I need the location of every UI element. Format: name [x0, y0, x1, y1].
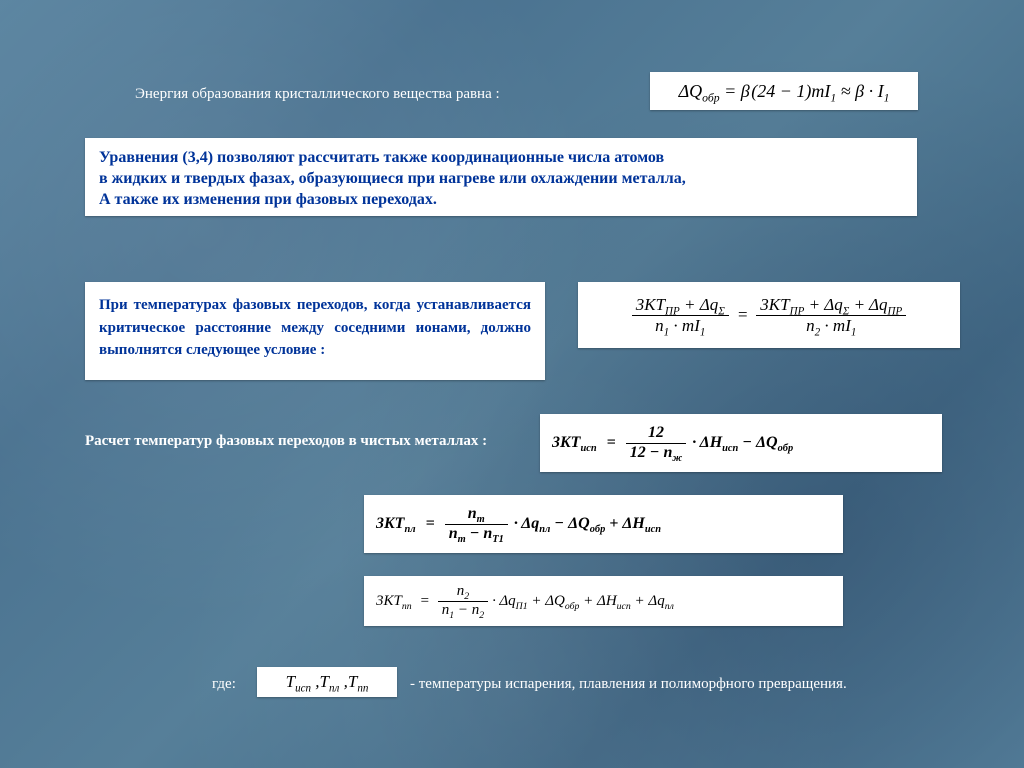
- formula-eq4: 3KTпл = nm nm − nT1 · Δqпл − ΔQобр + ΔHи…: [364, 495, 843, 553]
- where-desc: - температуры испарения, плавления и пол…: [410, 676, 847, 693]
- formula-eq5: 3KTпп = n2 n1 − n2 · ΔqП1 + ΔQобр + ΔHис…: [364, 576, 843, 626]
- box-equations-desc: Уравнения (3,4) позволяют рассчитать так…: [85, 138, 917, 216]
- box1-line2: в жидких и твердых фазах, образующиеся п…: [99, 170, 686, 187]
- eq3-lhs: 3KTисп: [552, 434, 597, 452]
- eq3-eq: =: [607, 434, 616, 452]
- eq5-eq: =: [420, 593, 430, 610]
- where-formula: Tисп ,Tпл ,Tпп: [286, 672, 369, 692]
- eq3-frac: 12 12 − nж: [626, 425, 687, 462]
- eq5-lhs: 3KTпп: [376, 593, 412, 610]
- eq4-rhs: · Δqпл − ΔQобр + ΔHисп: [514, 515, 661, 533]
- box-condition: При температурах фазовых переходов, когд…: [85, 282, 545, 380]
- calc-title: Расчет температур фазовых переходов в чи…: [85, 433, 487, 450]
- eq4-eq: =: [426, 515, 435, 533]
- formula-top: ΔQобр = β (24 − 1)mI1 ≈ β · I1: [650, 72, 918, 110]
- formula-top-content: ΔQобр = β (24 − 1)mI1 ≈ β · I1: [679, 81, 890, 102]
- eq5-rhs: · ΔqП1 + ΔQобр + ΔHисп + Δqпл: [492, 593, 674, 610]
- where-formula-box: Tисп ,Tпл ,Tпп: [257, 667, 397, 697]
- eq5-frac: n2 n1 − n2: [438, 584, 488, 619]
- eq4-lhs: 3KTпл: [376, 515, 416, 533]
- eq2-eq: =: [737, 305, 748, 325]
- formula-eq2: 3KTПР + ΔqΣ n1 · mI1 = 3KTПР + ΔqΣ + ΔqП…: [578, 282, 960, 348]
- box2-text: При температурах фазовых переходов, когд…: [85, 282, 545, 374]
- box1-line3: А также их изменения при фазовых переход…: [99, 191, 437, 208]
- eq3-rhs: · ΔHисп − ΔQобр: [692, 434, 793, 452]
- eq2-right-frac: 3KTПР + ΔqΣ + ΔqПР n2 · mI1: [756, 296, 906, 335]
- box1-line1: Уравнения (3,4) позволяют рассчитать так…: [99, 149, 664, 166]
- box1-text: Уравнения (3,4) позволяют рассчитать так…: [85, 138, 917, 220]
- where-label: где:: [212, 676, 236, 693]
- intro-text: Энергия образования кристаллического вещ…: [135, 86, 500, 103]
- eq4-frac: nm nm − nT1: [445, 506, 508, 543]
- eq2-left-frac: 3KTПР + ΔqΣ n1 · mI1: [632, 296, 729, 335]
- formula-eq3: 3KTисп = 12 12 − nж · ΔHисп − ΔQобр: [540, 414, 942, 472]
